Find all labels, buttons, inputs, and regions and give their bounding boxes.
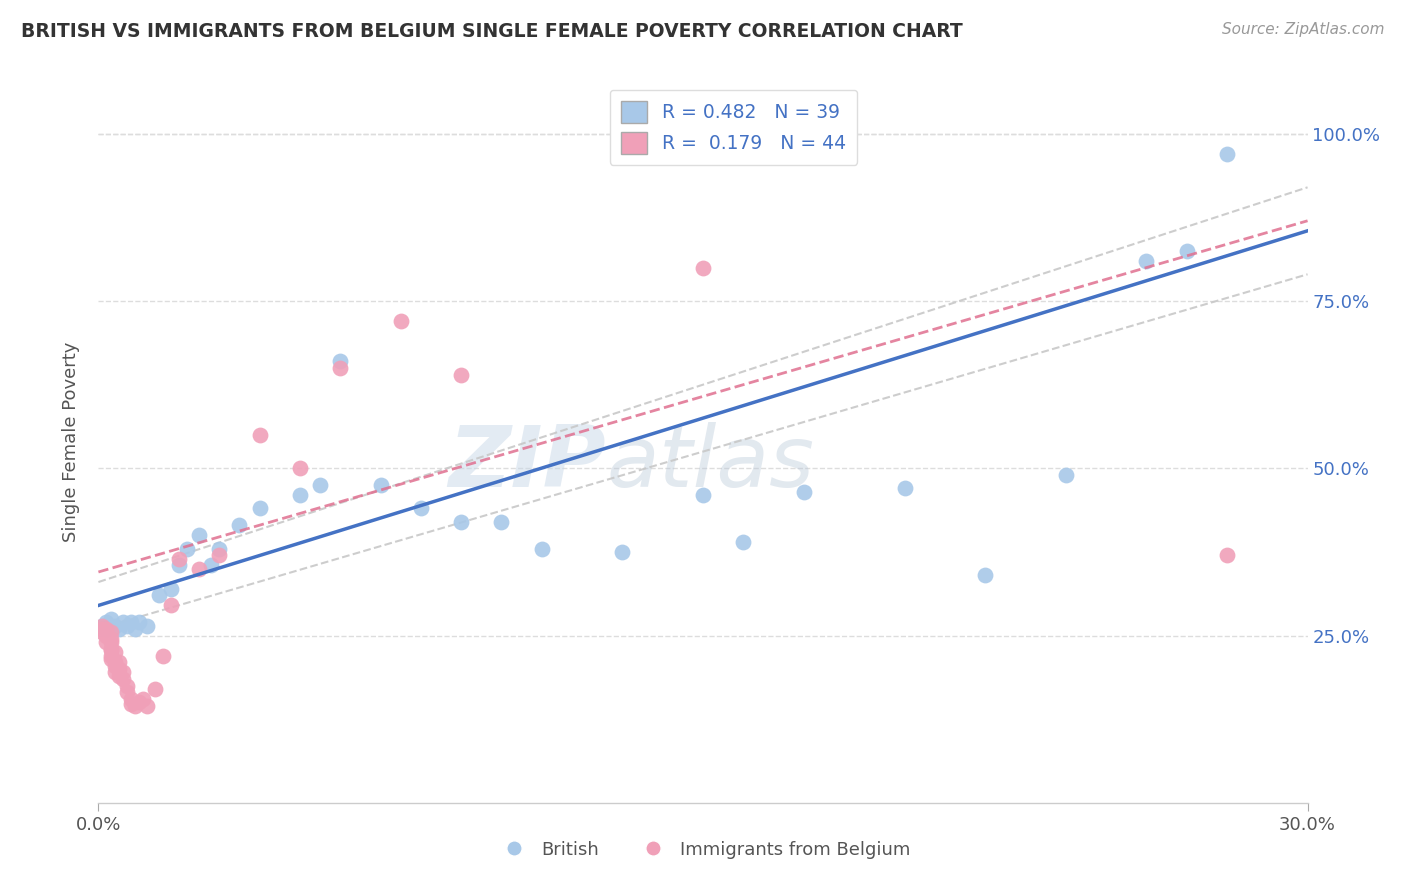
Point <box>329 361 352 376</box>
Point <box>1216 147 1239 161</box>
Point <box>450 515 472 529</box>
Point <box>135 618 157 632</box>
Point <box>249 427 271 442</box>
Point <box>91 618 114 632</box>
Point <box>893 482 915 496</box>
Point <box>288 488 311 502</box>
Point <box>120 692 142 706</box>
Point <box>733 534 755 549</box>
Point <box>208 541 231 556</box>
Point <box>176 541 198 556</box>
Point <box>200 558 222 573</box>
Point <box>128 615 150 630</box>
Point <box>389 314 412 328</box>
Point <box>160 599 183 613</box>
Point <box>132 692 155 706</box>
Point <box>208 548 231 563</box>
Point <box>188 528 211 542</box>
Point <box>100 635 122 649</box>
Point <box>124 622 146 636</box>
Point <box>120 615 142 630</box>
Point <box>91 622 114 636</box>
Point <box>115 679 138 693</box>
Text: Source: ZipAtlas.com: Source: ZipAtlas.com <box>1222 22 1385 37</box>
Point <box>107 669 129 683</box>
Point <box>100 652 122 666</box>
Point <box>160 582 183 596</box>
Text: atlas: atlas <box>606 422 814 505</box>
Point <box>1135 254 1157 268</box>
Point <box>107 662 129 676</box>
Text: ZIP: ZIP <box>449 422 606 505</box>
Point <box>111 615 134 630</box>
Point <box>128 696 150 710</box>
Point <box>91 625 114 640</box>
Point <box>120 697 142 711</box>
Y-axis label: Single Female Poverty: Single Female Poverty <box>62 342 80 541</box>
Point <box>103 655 125 669</box>
Point <box>107 655 129 669</box>
Point <box>135 698 157 713</box>
Point <box>450 368 472 382</box>
Point <box>103 658 125 673</box>
Legend: British, Immigrants from Belgium: British, Immigrants from Belgium <box>488 834 918 866</box>
Point <box>692 260 714 275</box>
Point <box>103 665 125 680</box>
Point <box>124 698 146 713</box>
Point <box>91 618 114 632</box>
Point <box>111 672 134 686</box>
Point <box>692 488 714 502</box>
Point <box>143 681 166 696</box>
Point <box>96 615 118 630</box>
Point <box>974 568 997 582</box>
Point <box>370 478 392 492</box>
Point <box>612 545 634 559</box>
Point <box>96 625 118 640</box>
Point <box>96 622 118 636</box>
Point <box>228 518 250 533</box>
Point <box>100 632 122 646</box>
Point <box>100 642 122 657</box>
Point <box>249 501 271 516</box>
Point <box>309 478 332 492</box>
Point <box>491 515 513 529</box>
Point <box>167 551 190 566</box>
Point <box>1216 548 1239 563</box>
Point <box>530 541 553 556</box>
Point <box>148 589 170 603</box>
Point <box>100 625 122 640</box>
Point <box>188 562 211 576</box>
Text: BRITISH VS IMMIGRANTS FROM BELGIUM SINGLE FEMALE POVERTY CORRELATION CHART: BRITISH VS IMMIGRANTS FROM BELGIUM SINGL… <box>21 22 963 41</box>
Point <box>1175 244 1198 258</box>
Point <box>96 635 118 649</box>
Point <box>100 643 122 657</box>
Point <box>103 645 125 659</box>
Point <box>115 618 138 632</box>
Point <box>111 665 134 680</box>
Point <box>288 461 311 475</box>
Point <box>167 558 190 573</box>
Point <box>100 648 122 663</box>
Point <box>107 622 129 636</box>
Point <box>409 501 432 516</box>
Point <box>793 484 815 499</box>
Point <box>115 685 138 699</box>
Point <box>103 618 125 632</box>
Point <box>96 628 118 642</box>
Point <box>1054 467 1077 482</box>
Point <box>152 648 174 663</box>
Point <box>329 354 352 368</box>
Point <box>96 622 118 636</box>
Point <box>100 612 122 626</box>
